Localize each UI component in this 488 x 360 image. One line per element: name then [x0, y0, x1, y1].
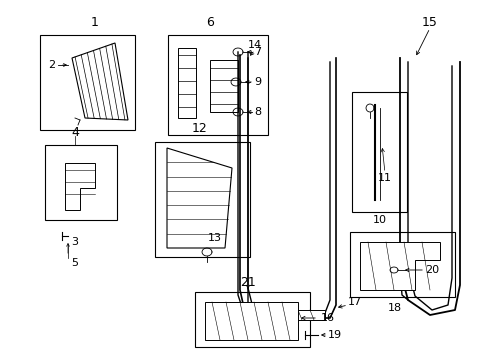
Text: 12: 12 — [192, 122, 207, 135]
Bar — [349, 232, 454, 297]
Bar — [195, 292, 309, 347]
Text: 2: 2 — [48, 60, 56, 70]
Bar — [40, 35, 135, 130]
Polygon shape — [65, 163, 95, 210]
Text: 10: 10 — [372, 215, 386, 225]
Text: 14: 14 — [247, 40, 262, 50]
Text: 17: 17 — [347, 297, 361, 307]
Text: 4: 4 — [71, 126, 79, 139]
Text: 7: 7 — [254, 47, 261, 57]
Polygon shape — [251, 310, 325, 320]
Text: 3: 3 — [71, 237, 79, 247]
Polygon shape — [167, 148, 231, 248]
Text: 15: 15 — [421, 15, 437, 28]
Polygon shape — [204, 302, 297, 340]
Text: 6: 6 — [205, 15, 214, 28]
Polygon shape — [209, 60, 238, 112]
Bar — [168, 35, 267, 135]
Text: 8: 8 — [254, 107, 261, 117]
Polygon shape — [359, 242, 439, 290]
Bar — [155, 142, 249, 257]
Text: 20: 20 — [424, 265, 438, 275]
Text: 16: 16 — [320, 313, 334, 323]
Text: 11: 11 — [377, 173, 391, 183]
Bar — [351, 92, 406, 212]
Text: 19: 19 — [327, 330, 342, 340]
Text: 21: 21 — [240, 275, 255, 288]
Text: 5: 5 — [71, 258, 79, 268]
Polygon shape — [178, 48, 196, 118]
Bar — [45, 145, 117, 220]
Text: 9: 9 — [254, 77, 261, 87]
Text: 1: 1 — [91, 15, 99, 28]
Polygon shape — [72, 43, 128, 120]
Text: 18: 18 — [387, 303, 401, 313]
Text: 13: 13 — [207, 233, 222, 243]
